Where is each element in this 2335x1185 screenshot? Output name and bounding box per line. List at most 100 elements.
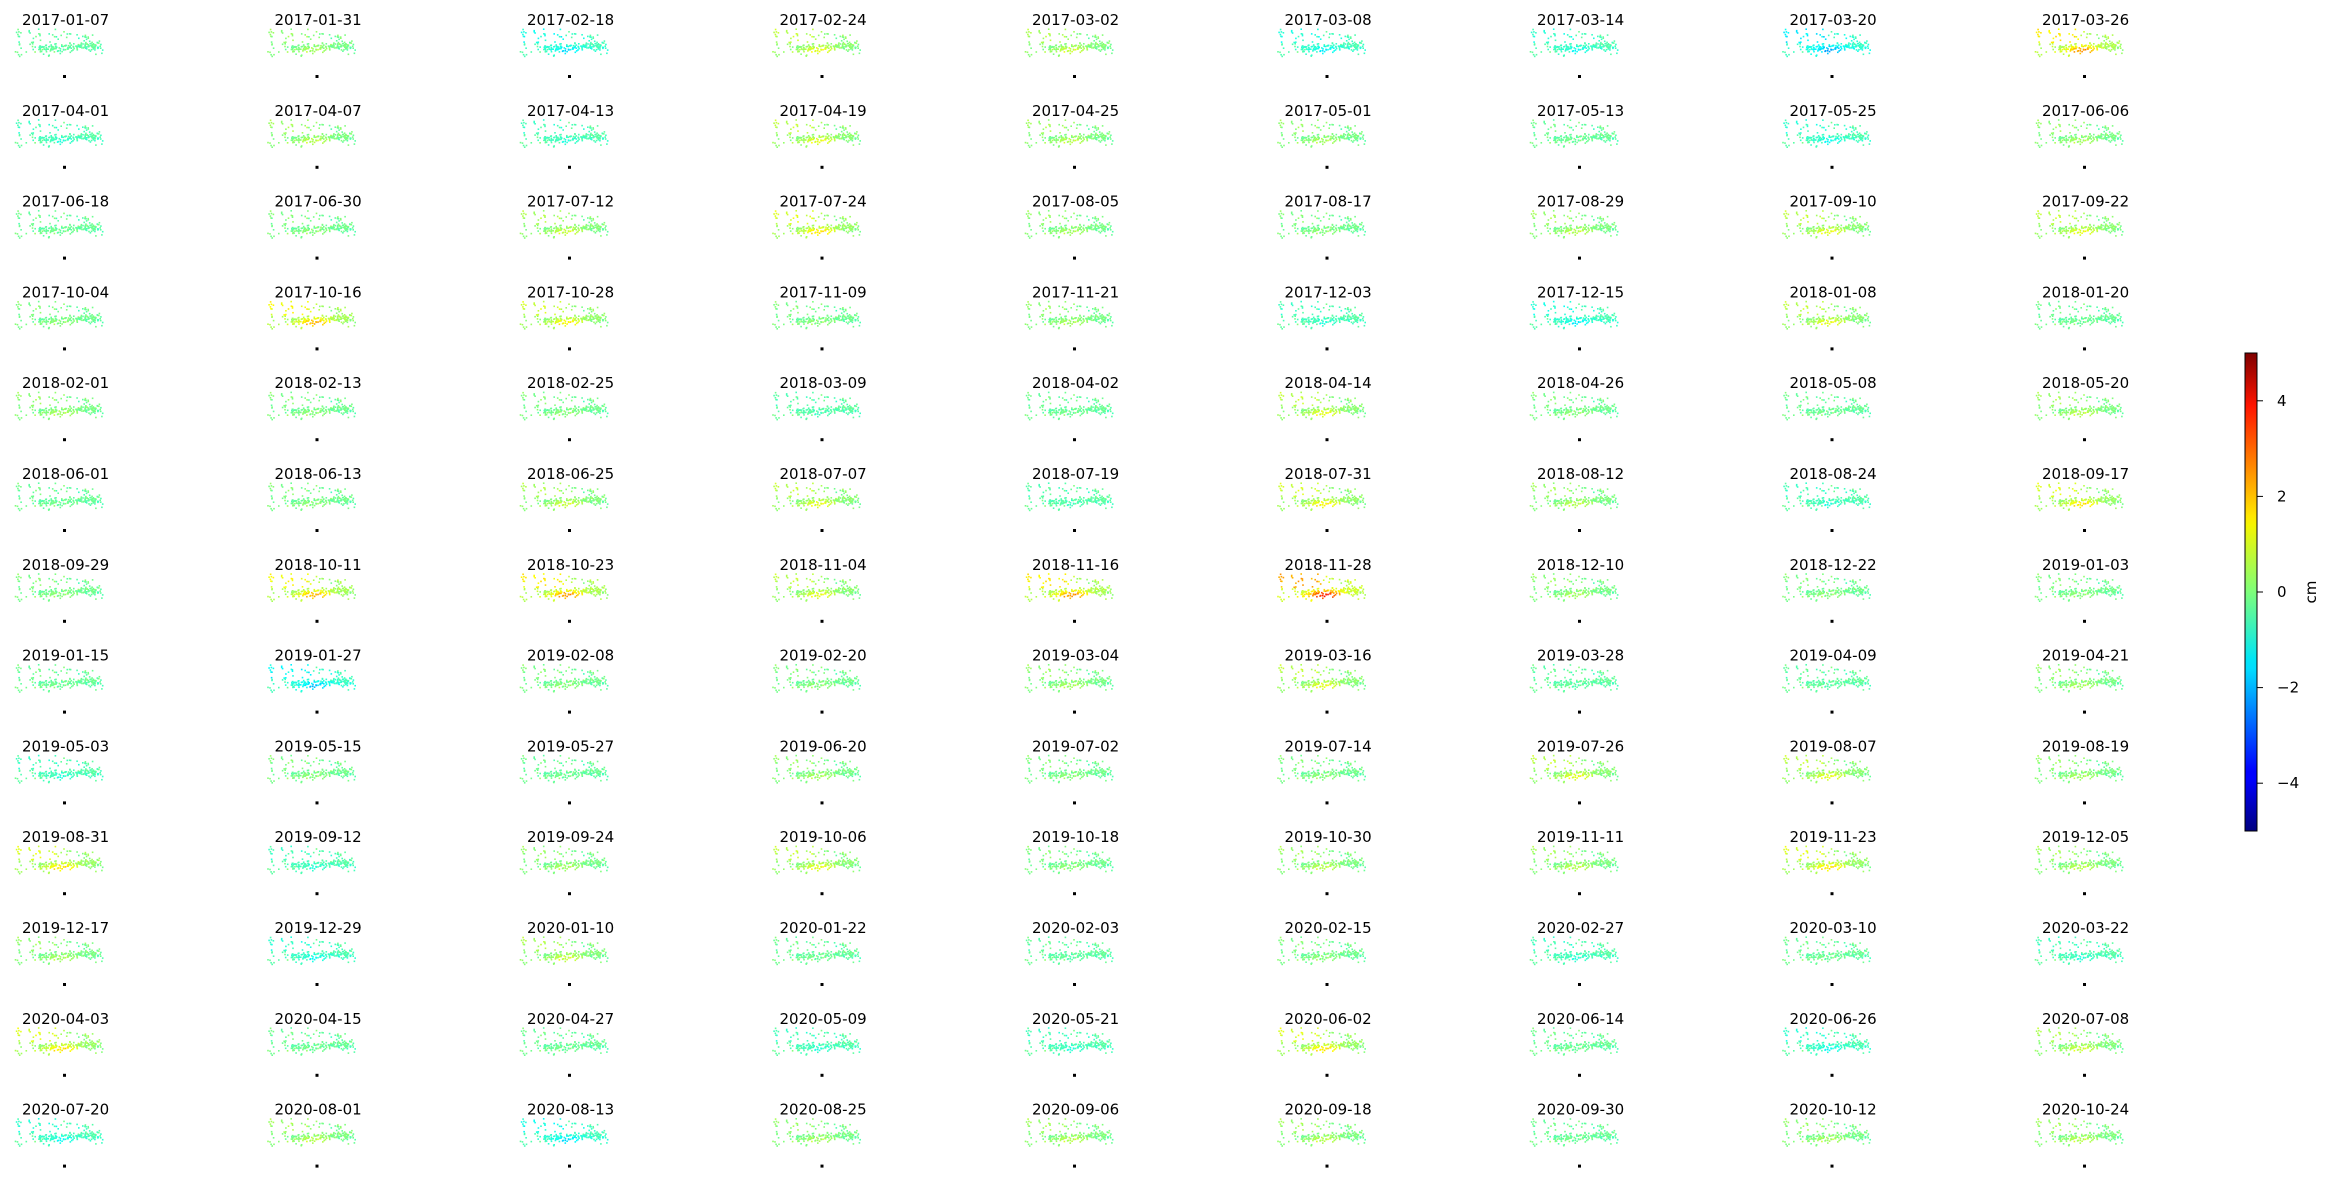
scatter-point <box>1352 141 1354 143</box>
scatter-point <box>566 44 568 46</box>
scatter-point <box>552 145 555 148</box>
scatter-point <box>41 227 44 230</box>
scatter-point <box>568 121 570 124</box>
scatter-point <box>1845 128 1848 130</box>
scatter-point <box>1867 43 1870 46</box>
scatter-point <box>1086 139 1089 142</box>
scatter-point <box>1555 141 1558 144</box>
scatter-point <box>1564 132 1566 134</box>
scatter-point <box>539 232 541 235</box>
scatter-point <box>1558 46 1560 48</box>
scatter-point <box>595 226 597 229</box>
scatter-point <box>297 135 299 138</box>
scatter-point <box>329 139 331 142</box>
scatter-point <box>338 138 340 141</box>
scatter-point <box>345 43 347 45</box>
scatter-point <box>553 227 555 230</box>
scatter-point <box>1331 136 1334 138</box>
scatter-point <box>332 135 334 138</box>
scatter-point <box>38 139 40 142</box>
scatter-point <box>817 138 819 141</box>
scatter-point <box>78 226 80 229</box>
scatter-point <box>601 132 604 135</box>
scatter-point <box>572 226 575 229</box>
scatter-point <box>1087 43 1090 46</box>
scatter-point <box>337 47 340 49</box>
scatter-point <box>298 230 301 232</box>
scatter-point <box>300 136 303 139</box>
scatter-point <box>1805 33 1808 35</box>
scatter-point <box>595 135 597 138</box>
scatter-point <box>796 139 799 142</box>
scatter-point <box>1866 136 1869 138</box>
scatter-point <box>1279 124 1282 127</box>
scatter-point <box>1339 49 1341 51</box>
scatter-point <box>848 41 851 44</box>
scatter-point <box>811 126 813 129</box>
scatter-point <box>14 232 17 235</box>
scatter-point <box>597 134 600 137</box>
scatter-point <box>286 46 289 48</box>
scatter-point <box>523 146 526 148</box>
scatter-point <box>533 121 535 124</box>
scatter-point <box>2061 48 2064 51</box>
scatter-point <box>1543 121 1545 124</box>
scatter-point <box>323 225 325 228</box>
scatter-point <box>837 225 840 227</box>
scatter-point <box>838 45 840 47</box>
scatter-point <box>1317 138 1319 141</box>
scatter-point <box>1570 45 1572 47</box>
scatter-point <box>15 31 18 34</box>
scatter-point <box>304 48 307 51</box>
panel-title: 2017-02-18 <box>527 11 614 29</box>
scatter-point <box>546 136 549 139</box>
scatter-point <box>321 223 324 226</box>
scatter-point <box>271 43 273 45</box>
scatter-point <box>39 125 41 128</box>
scatter-point <box>1851 46 1854 48</box>
scatter-point <box>1089 137 1092 139</box>
scatter-point <box>1828 134 1831 137</box>
scatter-point <box>101 140 104 142</box>
scatter-point <box>1535 53 1538 56</box>
scatter-point <box>1810 138 1813 141</box>
scatter-point <box>1304 48 1306 51</box>
scatter-point <box>536 43 539 45</box>
scatter-point <box>776 55 778 58</box>
scatter-point <box>1048 123 1050 126</box>
scatter-point <box>1038 121 1040 124</box>
scatter-point <box>1585 50 1588 52</box>
scatter-point <box>1560 137 1563 140</box>
scatter-point <box>1354 135 1356 138</box>
scatter-point <box>534 43 536 46</box>
scatter-point <box>1600 48 1603 50</box>
scatter-point <box>2070 44 2072 46</box>
scatter-point <box>525 213 527 216</box>
scatter-point <box>1338 136 1341 139</box>
scatter-point <box>72 227 74 229</box>
scatter-point <box>573 33 576 35</box>
scatter-point <box>1322 34 1325 37</box>
scatter-point <box>1338 138 1341 141</box>
scatter-point <box>605 134 607 137</box>
scatter-point <box>2096 47 2098 50</box>
scatter-point <box>1346 46 1349 48</box>
scatter-point <box>1063 35 1066 38</box>
scatter-point <box>2074 119 2077 121</box>
scatter-point <box>320 44 322 47</box>
scatter-point <box>49 41 51 43</box>
scatter-point <box>91 132 93 134</box>
scatter-point <box>40 50 43 53</box>
scatter-point <box>2110 48 2113 51</box>
scatter-point <box>61 232 63 234</box>
scatter-point <box>574 142 577 144</box>
scatter-point <box>549 44 552 47</box>
scatter-point <box>1593 46 1596 48</box>
scatter-point <box>331 227 333 230</box>
scatter-point <box>1049 130 1052 132</box>
scatter-point <box>2100 134 2102 136</box>
scatter-point <box>2060 141 2063 144</box>
scatter-point <box>574 233 577 235</box>
scatter-point <box>1050 137 1053 139</box>
scatter-point <box>72 230 74 233</box>
